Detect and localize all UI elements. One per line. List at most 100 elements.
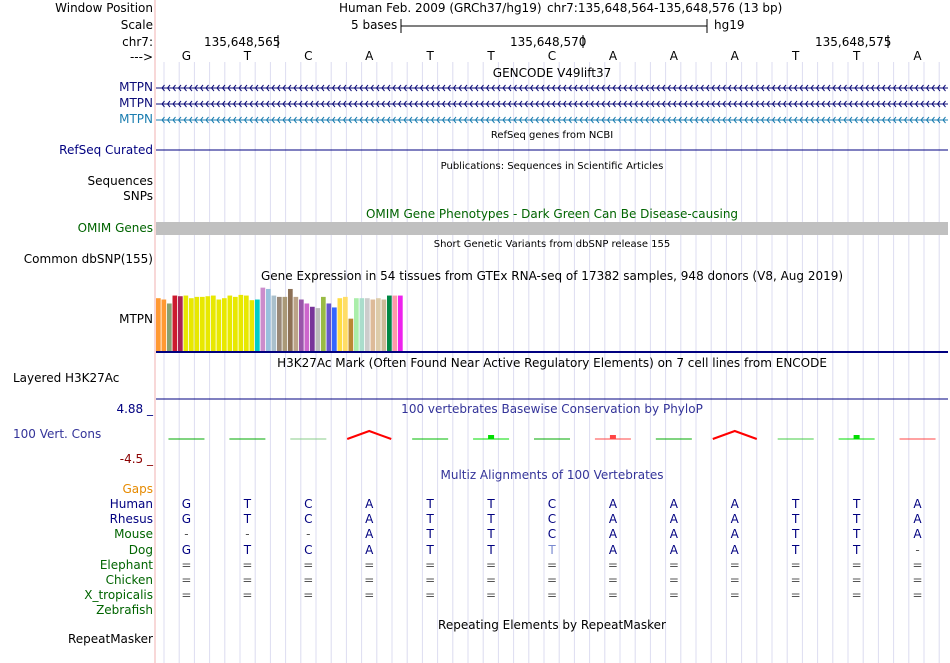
alignment-base: A (669, 542, 678, 557)
alignment-base: T (487, 497, 495, 511)
alignment-base: T (792, 542, 800, 557)
phylop-track-title: 100 vertebrates Basewise Conservation by… (401, 402, 703, 416)
multiz-species-label[interactable]: Chicken (105, 573, 153, 587)
alignment-base: T (426, 497, 434, 511)
alignment-base: A (730, 527, 739, 542)
multiz-species-label[interactable]: Human (109, 497, 153, 511)
scale-label: Scale (120, 18, 153, 32)
alignment-base: T (852, 512, 861, 527)
alignment-base: T (852, 497, 861, 511)
alignment-base: = (242, 573, 253, 587)
gtex-tissue-bar (282, 296, 288, 351)
h3k27ac-track-title: H3K27Ac Mark (Often Found Near Active Re… (277, 356, 827, 370)
gtex-tissue-bar (398, 295, 403, 351)
gencode-track-title: GENCODE V49lift37 (492, 66, 612, 80)
dbsnp-label[interactable]: Common dbSNP(155) (23, 252, 153, 266)
omim-genes-label[interactable]: OMIM Genes (77, 221, 153, 235)
alignment-base: = (303, 573, 314, 587)
phylop-score-mark (609, 435, 616, 439)
gencode-strand-chevrons (161, 100, 946, 108)
base-letter: A (365, 49, 374, 63)
gencode-gene-label[interactable]: MTPN (119, 80, 153, 94)
alignment-base: - (184, 527, 189, 542)
gtex-tissue-bar (381, 299, 387, 351)
alignment-base: C (304, 497, 313, 511)
omim-track-title: OMIM Gene Phenotypes - Dark Green Can Be… (365, 207, 739, 221)
alignment-base: T (792, 497, 800, 511)
multiz-species-label[interactable]: Zebrafish (96, 603, 153, 618)
gtex-tissue-bar (337, 298, 343, 351)
ruler-tick-label: 135,648,565 (204, 35, 281, 49)
gtex-tissue-bar (183, 295, 189, 351)
alignment-base: T (426, 527, 434, 542)
gtex-tissue-bar (304, 303, 310, 351)
phylop-label[interactable]: 100 Vert. Cons (13, 427, 102, 441)
phylop-score-mark (346, 429, 392, 440)
alignment-base: = (303, 557, 314, 572)
dbsnp-track-title: Short Genetic Variants from dbSNP releas… (433, 239, 671, 250)
alignment-base: T (852, 542, 861, 557)
alignment-base: = (425, 573, 436, 587)
h3k27ac-label[interactable]: Layered H3K27Ac (13, 371, 120, 385)
gtex-gene-label[interactable]: MTPN (119, 312, 153, 326)
multiz-track-title: Multiz Alignments of 100 Vertebrates (440, 468, 664, 482)
alignment-base: C (547, 497, 557, 511)
gtex-tissue-bar (288, 288, 293, 351)
alignment-base: A (365, 527, 374, 542)
multiz-species-label[interactable]: Mouse (114, 527, 153, 542)
base-letter: A (730, 49, 739, 63)
publications-sequences-label[interactable]: Sequences (87, 174, 153, 188)
phylop-score-mark (853, 435, 860, 439)
multiz-species-label[interactable]: Elephant (99, 557, 153, 572)
gtex-tissue-bar (227, 295, 233, 351)
alignment-base: = (181, 573, 192, 587)
publications-snps-label[interactable]: SNPs (123, 189, 153, 203)
alignment-base: T (792, 527, 800, 542)
alignment-base: = (790, 573, 801, 587)
multiz-species-label[interactable]: X_tropicalis (84, 588, 153, 603)
base-letter: A (608, 49, 618, 63)
position-text[interactable]: chr7:135,648,564-135,648,576 (13 bp) (547, 1, 783, 15)
base-letter: T (792, 49, 800, 63)
gtex-tissue-bar (260, 287, 266, 351)
gtex-tissue-bar (354, 298, 359, 351)
gencode-strand-chevrons (161, 116, 946, 124)
gtex-track-title: Gene Expression in 54 tissues from GTEx … (260, 269, 844, 283)
gtex-tissue-bar (293, 296, 299, 351)
scale-db-label: hg19 (714, 18, 745, 32)
gtex-tissue-bar (348, 318, 354, 351)
refseq-curated-label[interactable]: RefSeq Curated (59, 143, 153, 157)
omim-gene-bar (156, 222, 948, 235)
gtex-tissue-bar (222, 298, 227, 351)
alignment-base: A (608, 542, 618, 557)
alignment-base: = (729, 557, 740, 572)
alignment-base: C (547, 527, 557, 542)
alignment-base: = (242, 588, 253, 603)
multiz-species-label[interactable]: Dog (128, 542, 153, 557)
multiz-species-label[interactable]: Rhesus (109, 512, 153, 527)
alignment-base: A (365, 542, 374, 557)
multiz-gaps-label: Gaps (122, 482, 153, 496)
alignment-base: G (181, 512, 192, 527)
alignment-base: G (181, 497, 192, 511)
gtex-tissue-bar (376, 298, 381, 351)
base-letter: A (913, 49, 922, 63)
strand-label: ---> (129, 50, 153, 64)
alignment-base: = (546, 588, 558, 603)
alignment-base: - (245, 527, 250, 542)
gencode-gene-label[interactable]: MTPN (119, 112, 153, 126)
alignment-base: = (912, 573, 923, 587)
alignment-base: T (487, 542, 495, 557)
alignment-base: A (608, 512, 618, 527)
repeatmasker-label[interactable]: RepeatMasker (67, 632, 153, 646)
gtex-tissue-bar (161, 299, 167, 351)
gtex-tissue-bar (200, 296, 205, 351)
gtex-tissue-bar (244, 295, 249, 351)
gtex-tissue-bar (255, 299, 260, 351)
gtex-tissue-bar (167, 303, 172, 351)
gtex-tissue-bar (299, 299, 304, 351)
gencode-gene-label[interactable]: MTPN (119, 96, 153, 110)
alignment-base: A (730, 512, 739, 527)
alignment-base: T (243, 512, 252, 527)
